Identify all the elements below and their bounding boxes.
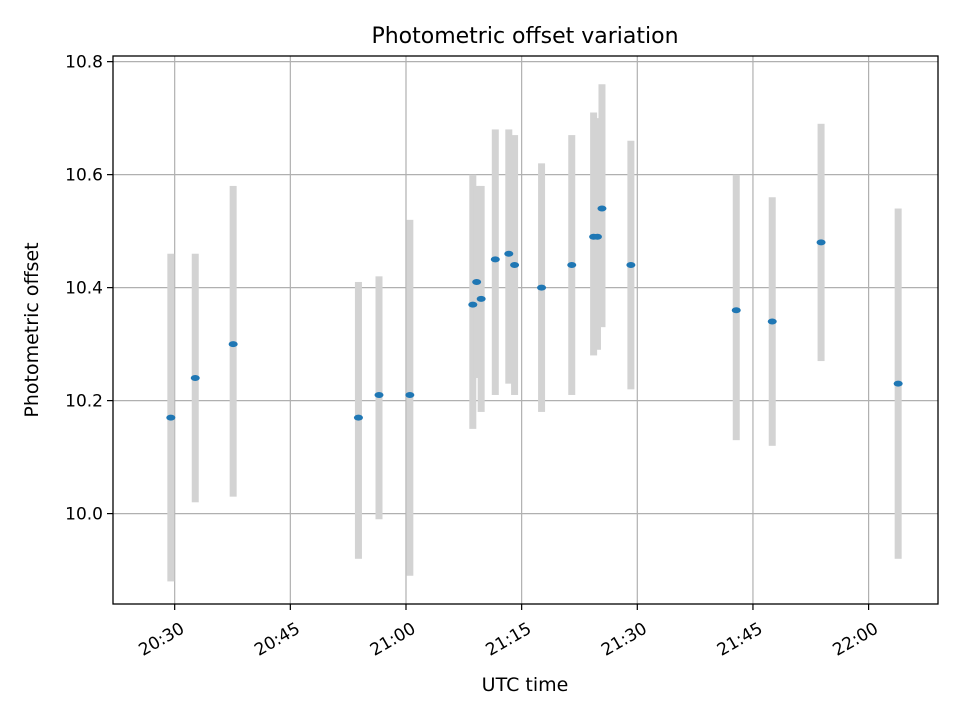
y-tick-label: 10.6 (65, 166, 103, 186)
x-tick-label: 21:00 (367, 619, 419, 661)
data-point (893, 380, 903, 387)
data-point (476, 295, 486, 302)
error-bars (167, 84, 902, 582)
x-axis-label: UTC time (482, 674, 569, 696)
y-tick-label: 10.4 (65, 279, 103, 299)
data-point (468, 301, 478, 308)
x-tick-label: 20:45 (251, 619, 303, 661)
data-point (567, 262, 577, 269)
x-tick-label: 21:30 (598, 619, 650, 661)
data-point (166, 414, 176, 421)
data-point (731, 307, 741, 314)
plot-frame (112, 55, 939, 605)
data-point (592, 233, 602, 240)
data-point (490, 256, 500, 263)
data-point (537, 284, 547, 291)
data-point (190, 375, 200, 382)
data-point (374, 391, 384, 398)
y-axis-label: Photometric offset (21, 242, 43, 417)
data-point (405, 391, 415, 398)
x-tick-label: 21:45 (714, 619, 766, 661)
data-point (510, 262, 520, 269)
data-point (472, 278, 482, 285)
data-point (626, 262, 636, 269)
x-tick-label: 21:15 (483, 619, 535, 661)
x-tick-label: 22:00 (829, 619, 881, 661)
data-points (166, 205, 903, 421)
data-point (353, 414, 363, 421)
data-point (767, 318, 777, 325)
data-point (228, 341, 238, 348)
data-point (597, 205, 607, 212)
y-axis-ticks: 10.0 10.2 10.4 10.6 10.8 (65, 53, 113, 525)
x-axis-ticks: 20:30 20:45 21:00 21:15 21:30 21:45 22:00 (136, 604, 882, 661)
data-point (816, 239, 826, 246)
y-tick-label: 10.8 (65, 53, 103, 73)
y-tick-label: 10.2 (65, 392, 103, 412)
data-point (504, 250, 514, 257)
chart-title: Photometric offset variation (371, 24, 678, 49)
y-tick-label: 10.0 (65, 505, 103, 525)
x-tick-label: 20:30 (136, 619, 188, 661)
grid (113, 56, 938, 604)
